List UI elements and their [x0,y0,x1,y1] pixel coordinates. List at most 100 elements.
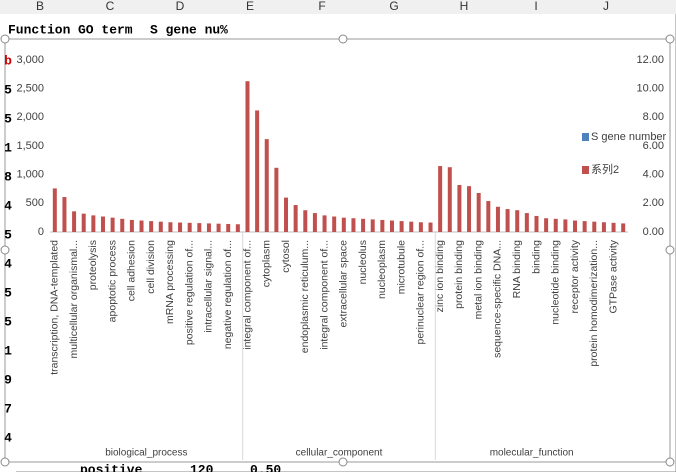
column-letter: I [534,0,537,13]
handle[interactable] [665,245,675,255]
row-cell: 4 [4,256,12,271]
bar [476,193,481,232]
bar [293,205,298,232]
group-label: molecular_function [490,448,574,459]
legend-label: 系列2 [591,162,619,176]
y2-tick-label: 2.00 [643,197,664,209]
x-tick-label: protein homodimerization... [588,240,600,367]
bar [563,219,568,232]
column-letter: F [318,0,325,13]
column-letter: H [460,0,469,13]
bar [255,110,260,232]
x-tick-label: protein binding [453,240,465,309]
x-tick-label: binding [530,240,542,274]
row-cell: 4 [4,198,12,213]
bar [573,220,578,232]
row-cell: 5 [4,285,12,300]
x-tick-label: cytoplasm [261,240,273,288]
row-cell: b [4,53,12,68]
bar [178,222,183,232]
bar [409,221,414,232]
handle[interactable] [0,245,10,255]
row-cell: 5 [4,111,12,126]
column-letter: B [36,0,44,13]
x-tick-label: cell adhesion [126,240,138,301]
row-cell: 4 [4,430,12,445]
x-tick-label: nucleotide binding [550,240,562,325]
handle[interactable] [0,34,10,44]
bar [505,209,510,232]
y2-tick-label: 8.00 [643,111,664,123]
y2-tick-label: 10.00 [636,83,664,95]
bar [245,81,250,232]
x-tick-label: positive regulation of... [183,240,195,345]
row-cell: 9 [4,372,12,387]
x-tick-label: sequence-specific DNA... [492,240,504,358]
bar [158,221,163,232]
bar [226,223,231,232]
column-letter: C [106,0,115,13]
bar [341,217,346,232]
bar [601,222,606,232]
x-tick-label: receptor activity [569,239,581,313]
bar [62,197,67,232]
x-tick-label: negative regulation of... [222,240,234,349]
bar [457,184,462,232]
y2-tick-label: 0.00 [643,226,664,238]
column-header-band [0,0,676,14]
bar [467,186,472,232]
handle[interactable] [338,457,348,467]
x-tick-label: extracellular space [338,240,350,328]
y2-tick-label: 6.00 [643,140,664,152]
y-tick-label: 3,000 [16,54,44,66]
legend-swatch [582,166,589,174]
handle[interactable] [665,457,675,467]
bar [332,216,337,232]
y-tick-label: 1,000 [16,169,44,181]
bar [303,210,308,232]
bar [120,218,125,232]
column-letter: J [603,0,609,13]
bar [216,223,221,232]
bar [553,218,558,232]
bar [582,221,587,232]
bar [524,213,529,232]
header-cell: S gene nu [150,22,220,37]
bar [438,166,443,232]
legend-swatch [582,133,589,141]
x-tick-label: proteolysis [87,240,99,290]
bar [515,210,520,232]
y-tick-label: 0 [38,226,44,238]
handle[interactable] [665,34,675,44]
legend-label: S gene number [591,131,667,143]
y2-tick-label: 12.00 [636,54,664,66]
bar [235,224,240,232]
bar [399,221,404,232]
x-tick-label: intracellular signal... [203,240,215,333]
x-tick-label: integral component of... [318,240,330,350]
handle[interactable] [338,34,348,44]
bar [544,218,549,232]
bar [322,215,327,232]
group-label: biological_process [105,448,187,459]
bar [52,188,57,232]
handle[interactable] [0,457,10,467]
bottom-cell: 0.50 [250,462,281,472]
chart-frame[interactable] [4,38,671,463]
x-tick-label: mRNA processing [164,240,176,324]
bar [380,219,385,232]
bar [139,220,144,232]
bar [428,222,433,232]
row-cell: 5 [4,82,12,97]
bar [206,223,211,232]
bar [91,215,96,232]
row-cell: 1 [4,140,12,155]
header-cell: GO term [78,22,133,37]
x-tick-label: multicellular organismal... [68,240,80,358]
x-tick-label: metal ion binding [472,240,484,320]
x-tick-label: apoptotic process [106,240,118,322]
x-tick-label: nucleolus [357,240,369,284]
bar [149,221,154,232]
y-tick-label: 500 [26,197,44,209]
bar [621,223,626,232]
